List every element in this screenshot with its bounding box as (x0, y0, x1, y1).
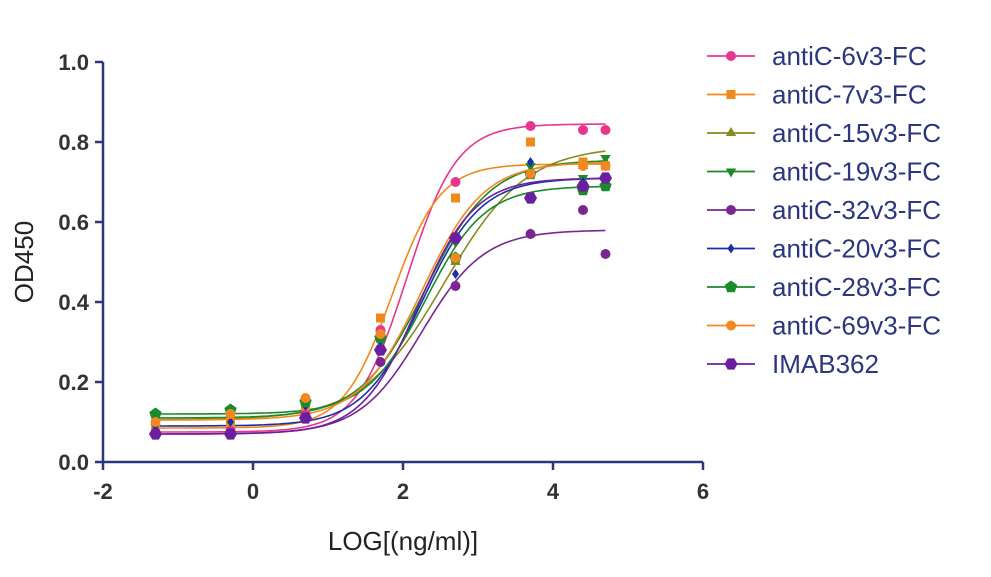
x-tick-label: 4 (547, 479, 560, 504)
data-point-s9-4 (374, 344, 387, 356)
legend-marker (726, 90, 736, 99)
legend-label: antiC-69v3-FC (772, 311, 941, 341)
y-tick-label: 0.0 (58, 450, 89, 475)
legend-item-6: antiC-20v3-FC (707, 234, 941, 264)
data-points (149, 121, 612, 440)
x-tick-label: 0 (247, 479, 259, 504)
data-point-s9-3 (299, 412, 312, 424)
legend-marker (726, 51, 736, 61)
fit-curve-6 (155, 177, 606, 427)
legend-item-8: antiC-69v3-FC (707, 311, 941, 341)
x-tick-label: -2 (93, 479, 113, 504)
data-point-s5-6 (525, 229, 536, 239)
data-point-s1-5 (450, 177, 461, 187)
data-point-s8-4 (375, 329, 386, 339)
legend-marker (727, 243, 735, 254)
legend-label: antiC-15v3-FC (772, 118, 941, 148)
legend-item-3: antiC-15v3-FC (707, 118, 941, 148)
data-point-s9-6 (524, 192, 537, 204)
legend-item-1: antiC-6v3-FC (707, 41, 927, 71)
x-axis-title: LOG[(ng/ml)] (328, 526, 478, 556)
y-tick-label: 0.2 (58, 370, 89, 395)
data-point-s9-2 (224, 428, 237, 440)
data-point-s8-7 (578, 161, 588, 171)
data-point-s8-5 (450, 253, 461, 263)
data-point-s2-5 (451, 193, 460, 203)
legend-label: antiC-7v3-FC (772, 80, 927, 110)
x-tick-label: 6 (697, 479, 709, 504)
data-point-s9-5 (449, 232, 462, 244)
data-point-s9-1 (149, 428, 162, 440)
data-point-s7-1 (149, 407, 162, 420)
legend: antiC-6v3-FC antiC-7v3-FC antiC-15v3-FC ant… (707, 41, 941, 379)
fit-curve-2 (155, 163, 606, 429)
legend-label: antiC-28v3-FC (772, 272, 941, 302)
data-point-s6-6 (527, 157, 534, 167)
data-point-s5-4 (375, 357, 386, 367)
y-tick-label: 0.6 (58, 210, 89, 235)
legend-marker (725, 127, 737, 136)
legend-marker (724, 358, 738, 370)
data-point-s4-8 (600, 155, 611, 164)
legend-marker (725, 168, 737, 178)
y-axis-title: OD450 (9, 221, 39, 303)
data-point-s9-8 (599, 172, 612, 184)
legend-item-5: antiC-32v3-FC (707, 195, 941, 225)
data-point-s5-7 (578, 205, 588, 215)
data-point-s5-8 (600, 249, 611, 259)
legend-item-2: antiC-7v3-FC (707, 80, 927, 110)
data-point-s8-2 (225, 409, 236, 419)
fit-curves (155, 123, 606, 435)
data-point-s1-7 (578, 125, 588, 135)
data-point-s6-2 (227, 417, 234, 427)
y-tick-label: 0.8 (58, 130, 89, 155)
x-tick-label: 2 (397, 479, 409, 504)
data-point-s2-6 (526, 137, 535, 147)
legend-item-4: antiC-19v3-FC (707, 157, 941, 187)
data-point-s1-8 (600, 125, 611, 135)
legend-marker (726, 320, 736, 331)
legend-label: antiC-20v3-FC (772, 234, 941, 264)
legend-marker (724, 280, 738, 293)
legend-label: antiC-6v3-FC (772, 41, 927, 71)
legend-item-7: antiC-28v3-FC (707, 272, 941, 302)
legend-marker (726, 205, 736, 215)
data-point-s6-5 (452, 269, 459, 279)
data-point-s1-6 (525, 121, 536, 131)
data-point-s8-6 (525, 169, 536, 179)
data-point-s8-1 (150, 417, 161, 427)
axes: -2 0 2 4 6 0.0 0.2 0.4 0.6 0.8 1.0 LOG[(ng/ml)] OD45… (9, 50, 709, 556)
legend-label: IMAB362 (772, 349, 879, 379)
fit-curve-9 (155, 177, 606, 435)
legend-item-9: IMAB362 (707, 349, 879, 379)
data-point-s8-8 (600, 161, 611, 171)
legend-label: antiC-32v3-FC (772, 195, 941, 225)
data-point-s8-3 (300, 393, 311, 403)
y-tick-label: 1.0 (58, 50, 89, 75)
legend-label: antiC-19v3-FC (772, 157, 941, 187)
data-point-s9-7 (576, 180, 590, 192)
data-point-s5-5 (450, 281, 461, 291)
data-point-s2-4 (376, 313, 385, 323)
y-tick-label: 0.4 (58, 290, 89, 315)
